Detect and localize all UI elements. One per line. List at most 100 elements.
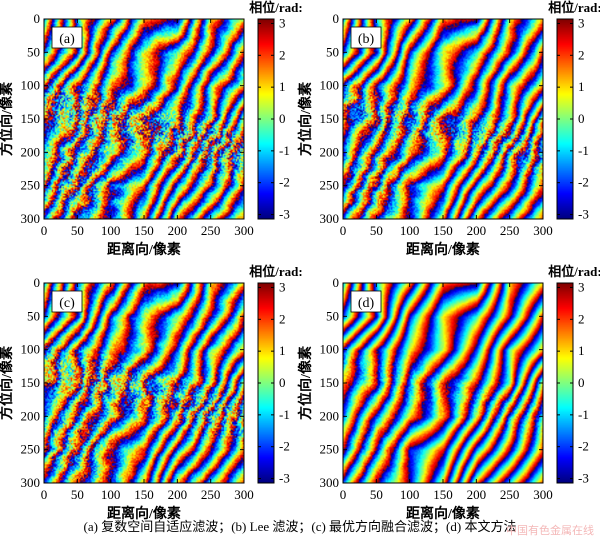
colorbar-tick-label: 0 <box>578 111 585 126</box>
x-tick-label: 250 <box>201 223 221 238</box>
colorbar-tick-label: -1 <box>279 143 290 158</box>
x-tick-label: 0 <box>340 487 347 502</box>
x-tick-label: 250 <box>201 487 221 502</box>
colorbar-tick-label: 1 <box>279 343 286 358</box>
y-axis-label: 方位向/像素 <box>297 346 314 420</box>
phase-heatmap <box>343 283 543 483</box>
colorbar-tick-label: -1 <box>578 407 589 422</box>
phase-heatmap <box>44 283 244 483</box>
panel-label: (d) <box>358 296 375 311</box>
x-tick-label: 150 <box>134 487 154 502</box>
colorbar-tick-label: -3 <box>578 207 589 222</box>
y-tick-label: 100 <box>21 78 41 93</box>
colorbar-tick-label: -2 <box>279 175 290 190</box>
x-tick-label: 300 <box>234 223 254 238</box>
y-tick-label: 200 <box>21 408 41 423</box>
chart-panel-d: (d)0 50 100 150 200 250 300050100150200250300距… <box>297 264 600 522</box>
y-tick-label: 300 <box>320 475 340 490</box>
colorbar-title: 相位/rad: <box>548 0 600 15</box>
y-tick-label: 300 <box>320 211 340 226</box>
x-tick-label: 200 <box>467 487 487 502</box>
x-tick-label: 50 <box>370 223 383 238</box>
y-tick-label: 300 <box>21 475 41 490</box>
x-tick-label: 50 <box>370 487 383 502</box>
x-tick-label: 0 <box>41 223 48 238</box>
colorbar-tick-label: -1 <box>578 143 589 158</box>
colorbar-tick-label: 3 <box>578 279 585 294</box>
x-tick-label: 100 <box>400 223 420 238</box>
panel-label-box <box>350 290 382 313</box>
colorbar-tick-label: -3 <box>578 471 589 486</box>
colorbar-tick-label: 1 <box>279 79 286 94</box>
colorbar-title: 相位/rad: <box>249 264 302 279</box>
y-tick-label: 50 <box>27 44 40 59</box>
y-tick-label: 250 <box>21 178 41 193</box>
y-tick-label: 150 <box>320 375 340 390</box>
y-tick-label: 250 <box>320 442 340 457</box>
y-axis-label: 方位向/像素 <box>297 82 314 156</box>
panel-label-box <box>51 26 83 49</box>
x-tick-label: 50 <box>71 487 84 502</box>
chart-panel-b: (b)0 50 100 150 200 250 300050100150200250300距… <box>297 0 600 258</box>
x-axis-label: 距离向/像素 <box>107 241 181 258</box>
colorbar-tick-label: 0 <box>279 111 286 126</box>
x-tick-label: 150 <box>134 223 154 238</box>
y-tick-label: 250 <box>21 442 41 457</box>
x-tick-label: 100 <box>101 223 121 238</box>
y-tick-label: 200 <box>21 144 41 159</box>
panel-label: (c) <box>59 296 75 311</box>
colorbar-tick-label: 3 <box>279 15 286 30</box>
phase-heatmap <box>343 19 543 219</box>
y-tick-label: 250 <box>320 178 340 193</box>
panel-label: (a) <box>59 32 75 47</box>
colorbar <box>258 283 274 483</box>
panel-label: (b) <box>358 32 375 47</box>
x-axis-label: 距离向/像素 <box>107 505 181 522</box>
x-axis-label: 距离向/像素 <box>406 241 480 258</box>
y-tick-label: 200 <box>320 144 340 159</box>
y-tick-label: 0 <box>333 275 340 290</box>
x-tick-label: 250 <box>500 487 520 502</box>
y-tick-label: 0 <box>333 11 340 26</box>
colorbar <box>557 283 573 483</box>
colorbar-tick-label: 3 <box>279 279 286 294</box>
y-tick-label: 100 <box>320 342 340 357</box>
y-axis-label: 方位向/像素 <box>0 82 15 156</box>
x-tick-label: 0 <box>41 487 48 502</box>
x-tick-label: 300 <box>234 487 254 502</box>
chart-panel-a: (a)0 50 100 150 200 250 300050100150200250300距… <box>0 0 303 258</box>
colorbar-tick-label: -3 <box>279 471 290 486</box>
panel-label-box <box>350 26 382 49</box>
y-tick-label: 100 <box>320 78 340 93</box>
y-tick-label: 0 <box>34 275 41 290</box>
x-tick-label: 50 <box>71 223 84 238</box>
x-tick-label: 300 <box>533 223 553 238</box>
colorbar-tick-label: 1 <box>578 79 585 94</box>
y-tick-label: 300 <box>21 211 41 226</box>
x-tick-label: 100 <box>400 487 420 502</box>
colorbar-tick-label: -2 <box>279 439 290 454</box>
x-tick-label: 200 <box>168 487 188 502</box>
colorbar-tick-label: 2 <box>279 47 286 62</box>
y-tick-label: 50 <box>27 308 40 323</box>
colorbar-tick-label: 3 <box>578 15 585 30</box>
x-tick-label: 150 <box>433 487 453 502</box>
x-tick-label: 300 <box>533 487 553 502</box>
x-tick-label: 200 <box>168 223 188 238</box>
colorbar-tick-label: 2 <box>578 311 585 326</box>
x-tick-label: 150 <box>433 223 453 238</box>
y-tick-label: 50 <box>326 44 339 59</box>
chart-panel-c: (c)0 50 100 150 200 250 300050100150200250300距… <box>0 264 303 522</box>
y-tick-label: 150 <box>320 111 340 126</box>
y-tick-label: 0 <box>34 11 41 26</box>
panel-label-box <box>51 290 83 313</box>
colorbar-tick-label: -2 <box>578 175 589 190</box>
y-tick-label: 150 <box>21 375 41 390</box>
colorbar-tick-label: -3 <box>279 207 290 222</box>
figure-caption: (a) 复数空间自适应滤波；(b) Lee 滤波；(c) 最优方向融合滤波；(d… <box>83 519 517 534</box>
y-tick-label: 200 <box>320 408 340 423</box>
y-tick-label: 150 <box>21 111 41 126</box>
x-axis-label: 距离向/像素 <box>406 505 480 522</box>
colorbar-tick-label: 2 <box>279 311 286 326</box>
